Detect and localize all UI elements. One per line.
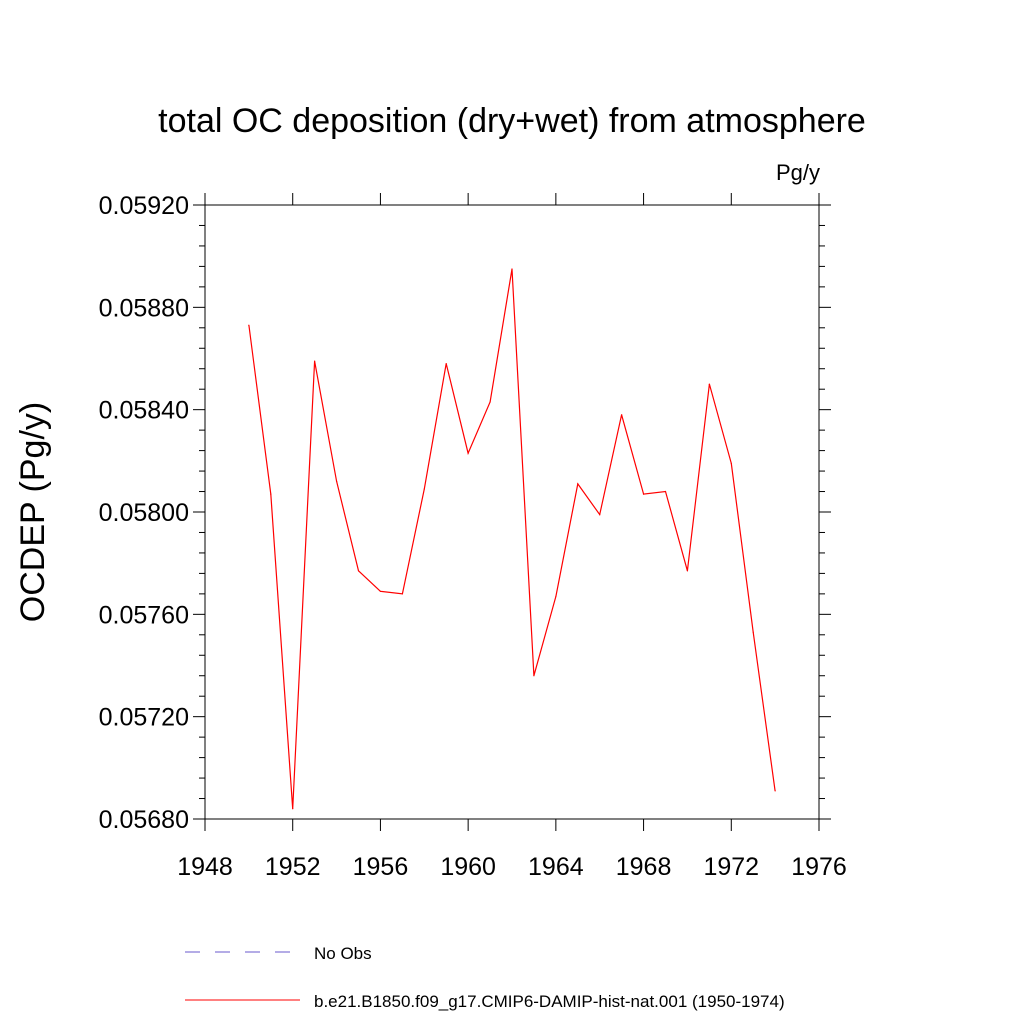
units-label: Pg/y (776, 160, 820, 185)
x-tick-label: 1952 (265, 853, 321, 881)
data-point (445, 363, 447, 365)
data-point (423, 488, 425, 490)
legend-label: b.e21.B1850.f09_g17.CMIP6-DAMIP-hist-nat… (314, 992, 785, 1011)
y-tick-label: 0.05720 (99, 704, 189, 732)
data-point (708, 383, 710, 385)
data-point (621, 414, 623, 416)
data-point (774, 790, 776, 792)
legend: No Obs b.e21.B1850.f09_g17.CMIP6-DAMIP-hi… (185, 944, 785, 1011)
data-point (577, 483, 579, 485)
data-point (511, 268, 513, 270)
data-point (379, 590, 382, 592)
data-point (270, 493, 272, 495)
x-tick-label: 1976 (791, 853, 847, 881)
x-tick-label: 1964 (528, 853, 584, 881)
data-point (555, 595, 557, 598)
x-axis: 1948 1952 1956 1960 1964 1968 1972 1976 (177, 193, 847, 881)
data-point (686, 570, 689, 572)
y-tick-label: 0.05880 (99, 294, 189, 322)
y-axis: 0.05680 0.05720 0.05760 0.05800 0.05840 0.058… (99, 192, 831, 834)
data-point (730, 462, 732, 464)
data-point (642, 493, 645, 495)
data-point (335, 480, 338, 482)
data-point (357, 570, 360, 572)
data-point (467, 452, 469, 454)
series-layer (248, 268, 776, 810)
y-tick-label: 0.05760 (99, 601, 189, 629)
data-point (401, 593, 403, 595)
y-tick-label: 0.05680 (99, 806, 189, 834)
x-tick-label: 1972 (703, 853, 759, 881)
x-tick-label: 1948 (177, 853, 233, 881)
data-point (599, 513, 601, 516)
data-point (664, 490, 667, 493)
data-point (314, 360, 316, 362)
legend-label: No Obs (314, 944, 372, 963)
chart-title: total OC deposition (dry+wet) from atmos… (158, 102, 866, 140)
data-point (533, 675, 535, 677)
data-point (752, 631, 754, 633)
data-point (248, 324, 250, 326)
y-tick-label: 0.05800 (99, 499, 189, 527)
data-point (292, 808, 294, 810)
x-tick-label: 1968 (616, 853, 672, 881)
y-tick-label: 0.05920 (99, 192, 189, 220)
x-tick-label: 1960 (440, 853, 496, 881)
y-axis-label: OCDEP (Pg/y) (14, 402, 52, 622)
x-tick-label: 1956 (353, 853, 409, 881)
series-line-0 (248, 268, 776, 809)
y-tick-label: 0.05840 (99, 397, 189, 425)
data-point (489, 401, 491, 403)
